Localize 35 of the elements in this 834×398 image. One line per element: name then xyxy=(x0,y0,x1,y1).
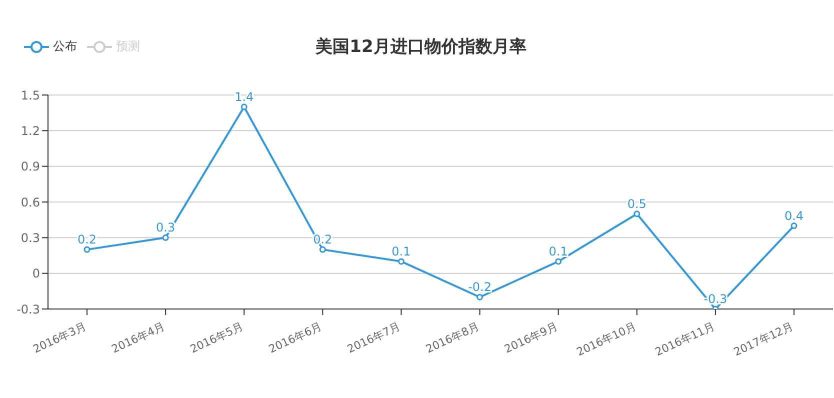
point xyxy=(634,210,640,218)
point xyxy=(162,234,169,241)
data-label: 0.4 xyxy=(784,208,804,223)
point xyxy=(319,246,326,253)
x-tick-label: 2016年4月 xyxy=(110,320,167,356)
x-tick-label: 2016年3月 xyxy=(31,320,88,356)
y-tick-label: 0.9 xyxy=(20,160,40,174)
chart-title: 美国12月进口物价指数月率 xyxy=(316,37,526,57)
y-tick-label: 1.5 xyxy=(20,88,40,102)
point xyxy=(555,258,562,265)
point xyxy=(240,104,248,110)
x-tick-label: 2016年8月 xyxy=(424,320,482,356)
x-tick-label: 2017年12月 xyxy=(732,320,796,359)
data-label: 0.2 xyxy=(77,232,97,247)
data-label: 0.5 xyxy=(627,196,646,211)
point xyxy=(84,246,90,253)
data-label: -0.2 xyxy=(468,280,492,294)
data-label: 0.1 xyxy=(392,244,411,258)
point xyxy=(476,294,484,300)
x-tick-label: 2016年9月 xyxy=(502,320,560,356)
x-tick-label: 2016年5月 xyxy=(188,320,246,356)
y-tick-label: 0.6 xyxy=(20,195,40,210)
point xyxy=(398,258,404,265)
y-tick-label: 0.3 xyxy=(20,230,40,245)
point xyxy=(790,222,798,230)
x-tick-label: 2016年7月 xyxy=(345,320,402,356)
y-tick-label: 1.2 xyxy=(20,124,40,138)
data-label: 1.4 xyxy=(234,90,254,104)
y-tick-label: 0 xyxy=(32,266,40,281)
data-label: 0.1 xyxy=(548,244,568,258)
legend-label: 公布 xyxy=(53,38,77,55)
x-tick-label: 2016年6月 xyxy=(266,320,324,356)
x-tick-label: 2016年10月 xyxy=(574,320,638,359)
x-tick-label: 2016年11月 xyxy=(653,320,717,359)
y-tick-label: -0.3 xyxy=(16,302,40,316)
